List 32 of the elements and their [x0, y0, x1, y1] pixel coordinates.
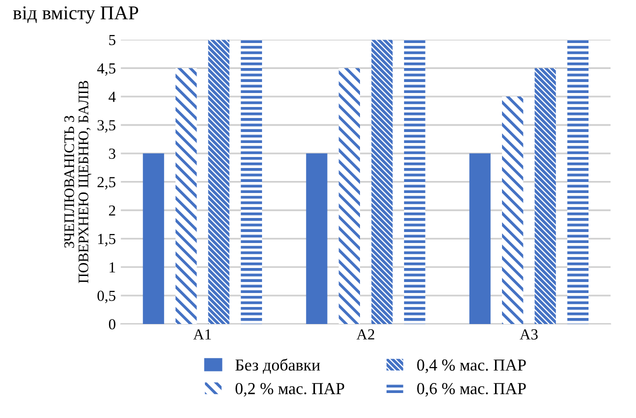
- y-tick-label: 4: [108, 92, 116, 102]
- bar: [142, 153, 164, 324]
- y-tick-label: 3,5: [98, 120, 116, 133]
- bar: [469, 153, 491, 324]
- bar: [176, 68, 197, 324]
- legend-label: 0,4 % мас. ПАР: [417, 359, 526, 374]
- y-tick-label: 2: [109, 205, 116, 216]
- y-tick-label: 4,5: [97, 63, 116, 76]
- y-tick-label: 0,5: [97, 290, 116, 304]
- y-tick-label: 5: [109, 35, 116, 46]
- bar: [404, 40, 426, 324]
- y-tick-label: 3: [109, 148, 116, 159]
- bar: [502, 96, 524, 324]
- legend-label: 0,6 % мас. ПАР: [417, 382, 526, 397]
- bar: [338, 68, 360, 324]
- y-tick-label: 1: [110, 262, 116, 272]
- y-tick-label: 1,5: [98, 234, 116, 246]
- bar: [240, 40, 262, 324]
- chart-title: від вмісту ПАР: [13, 6, 138, 24]
- y-tick-label: 0: [108, 319, 116, 330]
- legend-label: Без добавки: [235, 358, 320, 374]
- bar: [371, 40, 393, 324]
- x-tick-label: A1: [193, 329, 211, 340]
- bar: [306, 153, 328, 324]
- y-tick-label: 2,5: [98, 177, 116, 190]
- x-tick-label: A2: [356, 329, 374, 340]
- y-axis-title: ЗЧЕПЛЮВАНІСТЬ З ПОВЕРХНЕЮ ЩЕБНЮ, БАЛІВ: [64, 80, 92, 284]
- bar: [567, 40, 589, 324]
- legend-label: 0,2 % мас. ПАР: [236, 382, 344, 397]
- bar: [534, 68, 556, 324]
- bar: [208, 40, 230, 324]
- x-tick-label: A3: [520, 329, 538, 340]
